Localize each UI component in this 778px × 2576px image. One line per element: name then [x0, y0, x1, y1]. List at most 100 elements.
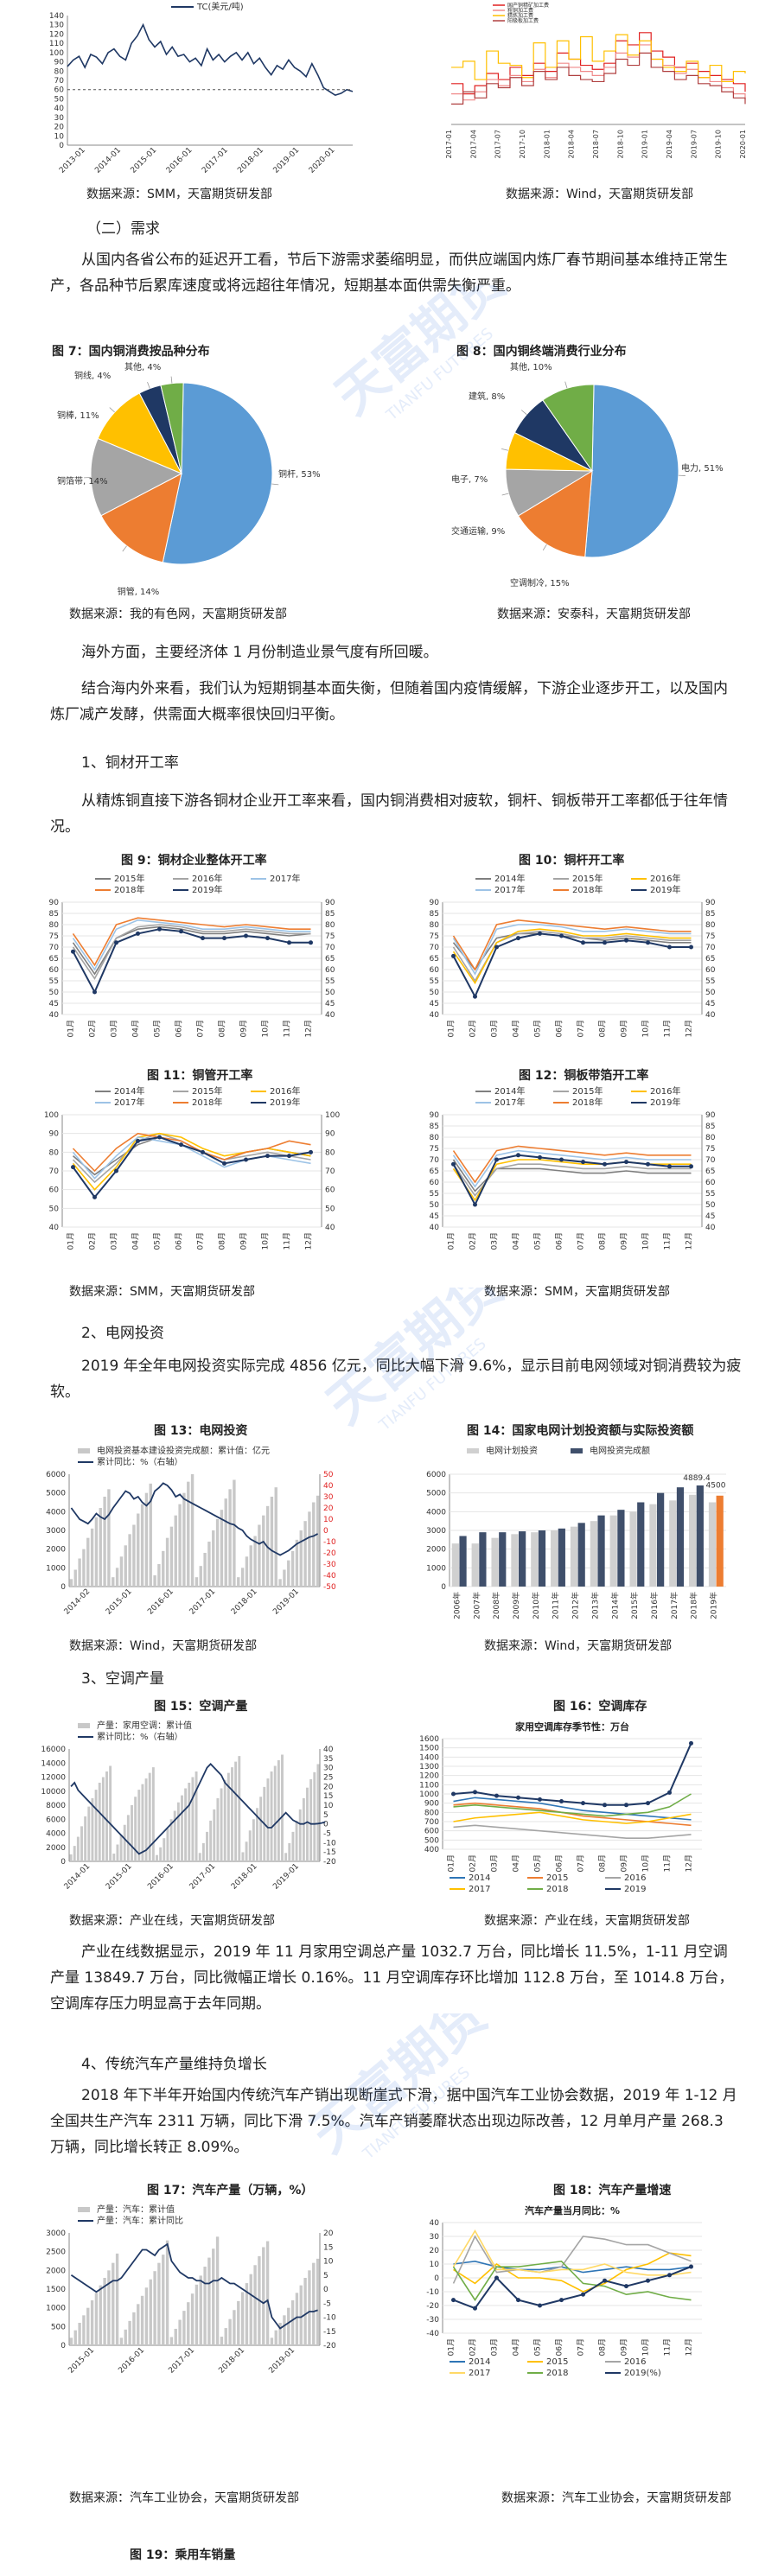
- x-tick-label: 12月: [685, 1232, 694, 1250]
- series-point: [494, 1793, 499, 1798]
- bar: [233, 2310, 236, 2345]
- bar: [649, 1504, 657, 1587]
- y2-tick-label: 0: [323, 1821, 328, 1829]
- y2-tick-label: 70: [705, 944, 716, 952]
- series-point: [309, 1149, 313, 1154]
- y-tick-label: 500: [51, 2323, 66, 2331]
- series-point: [222, 1161, 226, 1166]
- series-point: [451, 1161, 456, 1167]
- x-tick-label: 2015-01: [67, 2346, 96, 2376]
- x-tick-label: 2017-01: [445, 130, 453, 158]
- y-tick-label: 20: [430, 2247, 440, 2255]
- pie-slice: [584, 384, 679, 558]
- y2-tick-label: -20: [323, 1549, 336, 1558]
- bar: [128, 1534, 131, 1587]
- pie-slice: [517, 470, 593, 558]
- bar: [84, 1816, 87, 1861]
- y-tick-label: 55: [49, 977, 59, 986]
- series-point: [136, 931, 140, 936]
- fig7-pie-svg: 铜杆, 53% 铜管, 14% 铜箔带, 14% 铜棒, 11% 铜线, 4% 其他, 4…: [57, 361, 321, 597]
- paragraph-demand: 从国内各省公布的延迟开工看，节后下游需求萎缩明显，而供应端国内炼厂春节期间基本维…: [50, 251, 728, 295]
- y-tick-label: 70: [430, 1156, 440, 1165]
- y-tick-label: 75: [49, 932, 59, 941]
- bar: [303, 2278, 307, 2345]
- bar: [194, 2284, 199, 2345]
- y2-tick-label: 90: [705, 1111, 716, 1120]
- y-tick-label: 40: [54, 105, 65, 113]
- y2-tick-label: 40: [705, 1224, 716, 1232]
- series-line: [72, 1132, 311, 1173]
- y2-tick-label: 50: [705, 1201, 716, 1210]
- x-tick-label: 08月: [598, 1232, 608, 1250]
- y2-tick-label: -10: [323, 1839, 336, 1848]
- legend-label: 2019年: [270, 1097, 300, 1108]
- bar: [69, 1854, 73, 1861]
- bar: [459, 1536, 467, 1587]
- series-point: [494, 945, 499, 950]
- bar: [215, 1519, 220, 1587]
- bar: [174, 2328, 177, 2345]
- series-point: [603, 2278, 607, 2283]
- y-tick-label: 70: [54, 77, 65, 86]
- chart-title: 汽车产量当月同比：%: [525, 2204, 620, 2217]
- series-line: [452, 2229, 692, 2276]
- bar: [299, 1530, 303, 1587]
- y-tick-label: 1300: [419, 1763, 439, 1771]
- x-tick-label: 2016-01: [165, 146, 194, 175]
- x-tick-label: 03月: [490, 1854, 500, 1872]
- x-tick-label: 02月: [469, 1020, 478, 1037]
- bar: [199, 2275, 202, 2345]
- x-tick-label: 07月: [196, 1232, 206, 1250]
- y2-tick-label: 85: [705, 1123, 715, 1131]
- fig11-svg: 40 40 50 50 60 60 70 70 80 80 90 90 100 100 01月 02月 03月 0…: [44, 1085, 341, 1250]
- series-line: [452, 919, 692, 971]
- bar: [124, 1545, 127, 1587]
- x-tick-label: 07月: [577, 1854, 586, 1872]
- series-point: [559, 1799, 564, 1804]
- x-tick-label: 11月: [663, 1854, 673, 1872]
- y2-tick-label: -30: [323, 1561, 336, 1569]
- y2-tick-label: 75: [705, 1145, 715, 1154]
- bar: [270, 1497, 274, 1587]
- bar: [277, 1760, 280, 1861]
- y2-tick-label: 10: [323, 1802, 334, 1810]
- bar: [187, 1481, 190, 1587]
- y2-tick-label: 30: [323, 1493, 334, 1502]
- series-point: [603, 940, 607, 945]
- y-tick-label: 8000: [46, 1802, 66, 1810]
- bar: [657, 1492, 665, 1587]
- series-point: [667, 945, 672, 950]
- series-point: [494, 2275, 499, 2280]
- bar: [182, 1492, 186, 1587]
- x-tick-label: 01月: [447, 1020, 456, 1037]
- series-point: [581, 1160, 585, 1165]
- y2-tick-label: 70: [705, 1156, 716, 1165]
- y2-tick-label: 75: [705, 932, 715, 941]
- legend-label: 2015: [546, 2357, 568, 2367]
- y-tick-label: 80: [49, 1148, 60, 1157]
- x-tick-label: 2019-04: [666, 130, 673, 158]
- series-point: [516, 2298, 520, 2303]
- y2-tick-label: 5: [323, 2272, 328, 2280]
- y-tick-label: 1400: [419, 1753, 439, 1762]
- source-fig9-12-right: 数据来源：SMM，天富期货研发部: [484, 1285, 671, 1299]
- series-point: [494, 1157, 499, 1162]
- bar: [233, 1479, 236, 1587]
- bar: [288, 1842, 291, 1861]
- y-tick-label: 30: [54, 114, 65, 123]
- x-tick-label: 11月: [283, 1020, 292, 1037]
- bar: [617, 1510, 625, 1587]
- legend-label: 产量：汽车：累计同比: [97, 2215, 183, 2226]
- bar: [182, 2311, 186, 2345]
- bar: [287, 2307, 290, 2345]
- x-tick-label: 2017-01: [188, 1587, 218, 1617]
- y-tick-label: 40: [430, 1224, 440, 1232]
- fig17-svg: 0 500 1000 1500 2000 2500 3000 -20 -15 -10 -5 0 5 10 1…: [46, 2204, 336, 2376]
- bar: [153, 1575, 156, 1587]
- x-tick-label: 2014-01: [93, 146, 123, 175]
- x-tick-label: 08月: [598, 2338, 608, 2356]
- x-tick-label: 03月: [490, 2338, 500, 2356]
- y-tick-label: 70: [430, 944, 440, 952]
- bar: [87, 1806, 91, 1861]
